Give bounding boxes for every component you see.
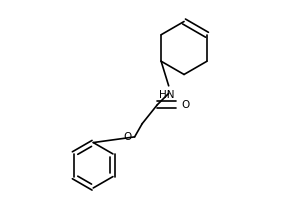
Text: O: O [181, 100, 189, 110]
Text: O: O [124, 132, 132, 142]
Text: HN: HN [159, 90, 175, 100]
